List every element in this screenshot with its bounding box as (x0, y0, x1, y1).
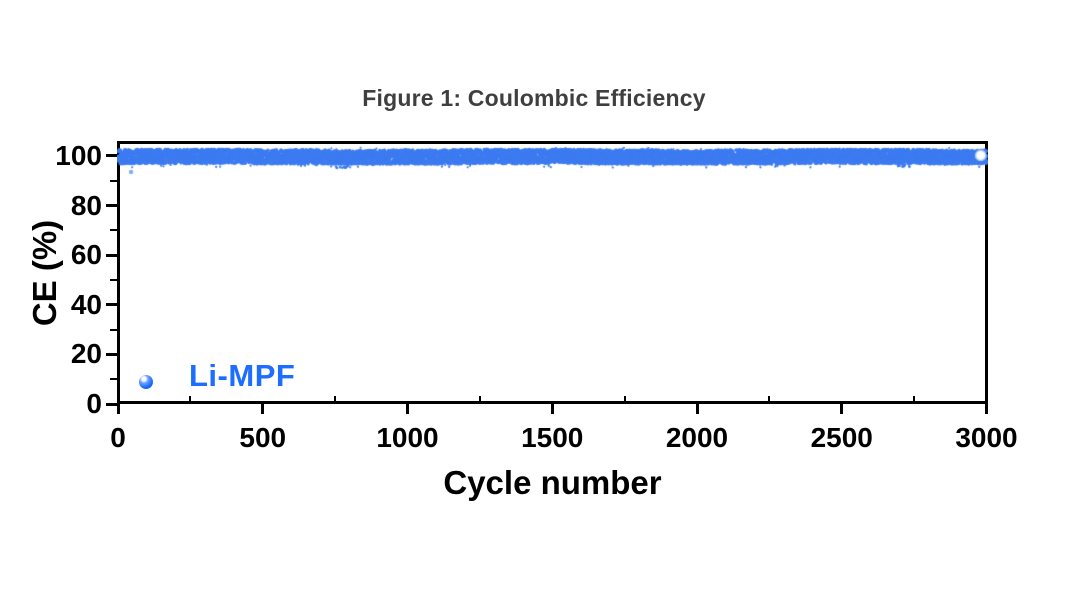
legend: Li-MPF (139, 360, 295, 392)
x-axis-title: Cycle number (443, 464, 662, 501)
x-tick-label: 1500 (521, 422, 584, 453)
x-major-tick (406, 404, 409, 414)
x-major-tick (550, 404, 554, 414)
y-axis-title: CE (%) (26, 219, 63, 327)
y-tick-label: 40 (70, 288, 102, 320)
figure-title: Figure 1: Coulombic Efficiency (362, 85, 706, 111)
x-minor-tick (623, 396, 626, 402)
y-major-tick (106, 402, 117, 406)
x-tick-label: 500 (239, 422, 287, 453)
x-major-tick (695, 404, 699, 414)
x-tick-label: 1000 (376, 422, 439, 453)
x-minor-tick (189, 396, 192, 402)
x-minor-tick (913, 396, 916, 402)
legend-label: Li-MPF (189, 358, 296, 393)
sphere-dot-icon (139, 375, 153, 389)
y-minor-tick (110, 229, 117, 232)
x-major-tick (116, 404, 120, 414)
y-minor-tick (110, 179, 117, 182)
y-minor-tick (110, 328, 117, 331)
x-tick-label: 2000 (665, 422, 729, 453)
y-tick-label: 80 (70, 189, 102, 221)
x-tick-label: 3000 (955, 422, 1018, 453)
x-minor-tick (334, 396, 337, 402)
y-tick-label: 20 (70, 338, 102, 370)
y-tick-label: 0 (86, 388, 102, 419)
y-major-tick (106, 253, 117, 257)
y-minor-tick (110, 378, 117, 381)
y-major-tick (106, 352, 117, 356)
y-minor-tick (110, 278, 117, 281)
x-tick-label: 0 (110, 422, 126, 453)
y-tick-label: 100 (55, 139, 102, 171)
x-major-tick (840, 404, 844, 414)
y-major-tick (106, 204, 117, 207)
y-major-tick (106, 303, 117, 307)
x-minor-tick (478, 396, 481, 402)
y-tick-label: 60 (70, 239, 102, 271)
y-major-tick (106, 154, 117, 158)
x-tick-label: 2500 (810, 422, 873, 453)
x-major-tick (985, 404, 988, 414)
scatter-band-plot (117, 141, 988, 404)
x-major-tick (261, 404, 265, 414)
x-minor-tick (768, 396, 771, 402)
